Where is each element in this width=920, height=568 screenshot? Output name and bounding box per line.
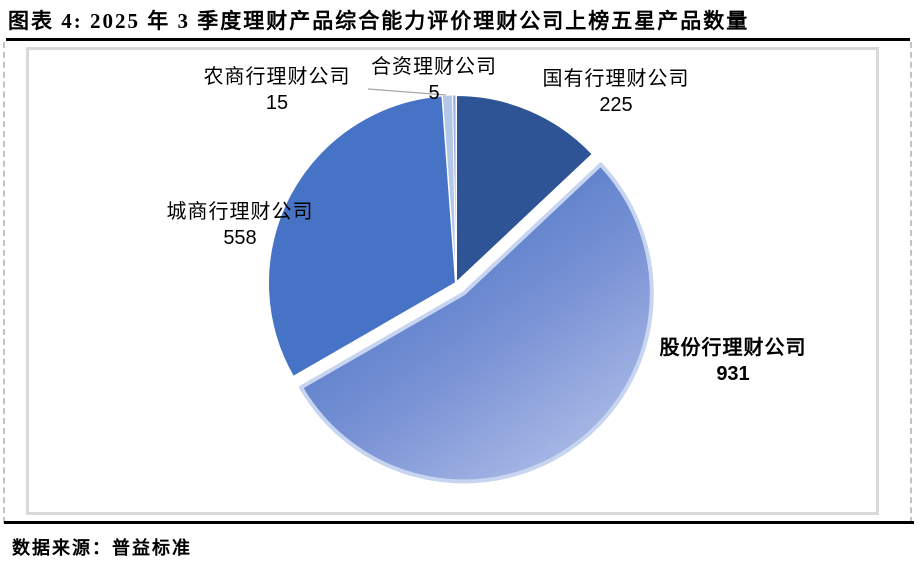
pie-label-nongshang: 农商行理财公司 15 (187, 64, 367, 116)
page-title: 图表 4: 2025 年 3 季度理财产品综合能力评价理财公司上榜五星产品数量 (8, 9, 750, 33)
pie-label-value: 931 (716, 363, 750, 385)
pie-slices (267, 94, 654, 484)
pie-label-value: 15 (265, 92, 289, 114)
data-source-note: 数据来源：普益标准 (12, 538, 192, 558)
pie-label-gufen: 股份行理财公司 931 (643, 335, 823, 387)
pie-label-name: 城商行理财公司 (166, 201, 314, 223)
pie-slice-2[interactable] (267, 94, 457, 378)
pie-label-value: 225 (599, 94, 633, 116)
pie-label-value: 5 (428, 82, 440, 104)
pie-label-name: 国有行理财公司 (542, 68, 690, 90)
pie-label-hezi: 合资理财公司 5 (344, 54, 524, 106)
pie-label-name: 股份行理财公司 (659, 337, 807, 359)
pie-label-value: 558 (223, 227, 257, 249)
pie-slice-1[interactable] (298, 162, 654, 484)
leader-line-hezi (367, 88, 447, 96)
dashed-border-left (3, 42, 5, 523)
pie-label-name: 农商行理财公司 (203, 66, 351, 88)
pie-label-name: 合资理财公司 (371, 56, 497, 78)
pie-slice-4[interactable] (452, 94, 457, 284)
bottom-rule (4, 521, 914, 524)
pie-label-chengshang: 城商行理财公司 558 (150, 199, 330, 251)
pie-label-guoyou: 国有行理财公司 225 (526, 66, 706, 118)
title-underline (6, 38, 910, 41)
pie-slice-0[interactable] (455, 94, 594, 284)
dashed-border-right (910, 42, 912, 523)
